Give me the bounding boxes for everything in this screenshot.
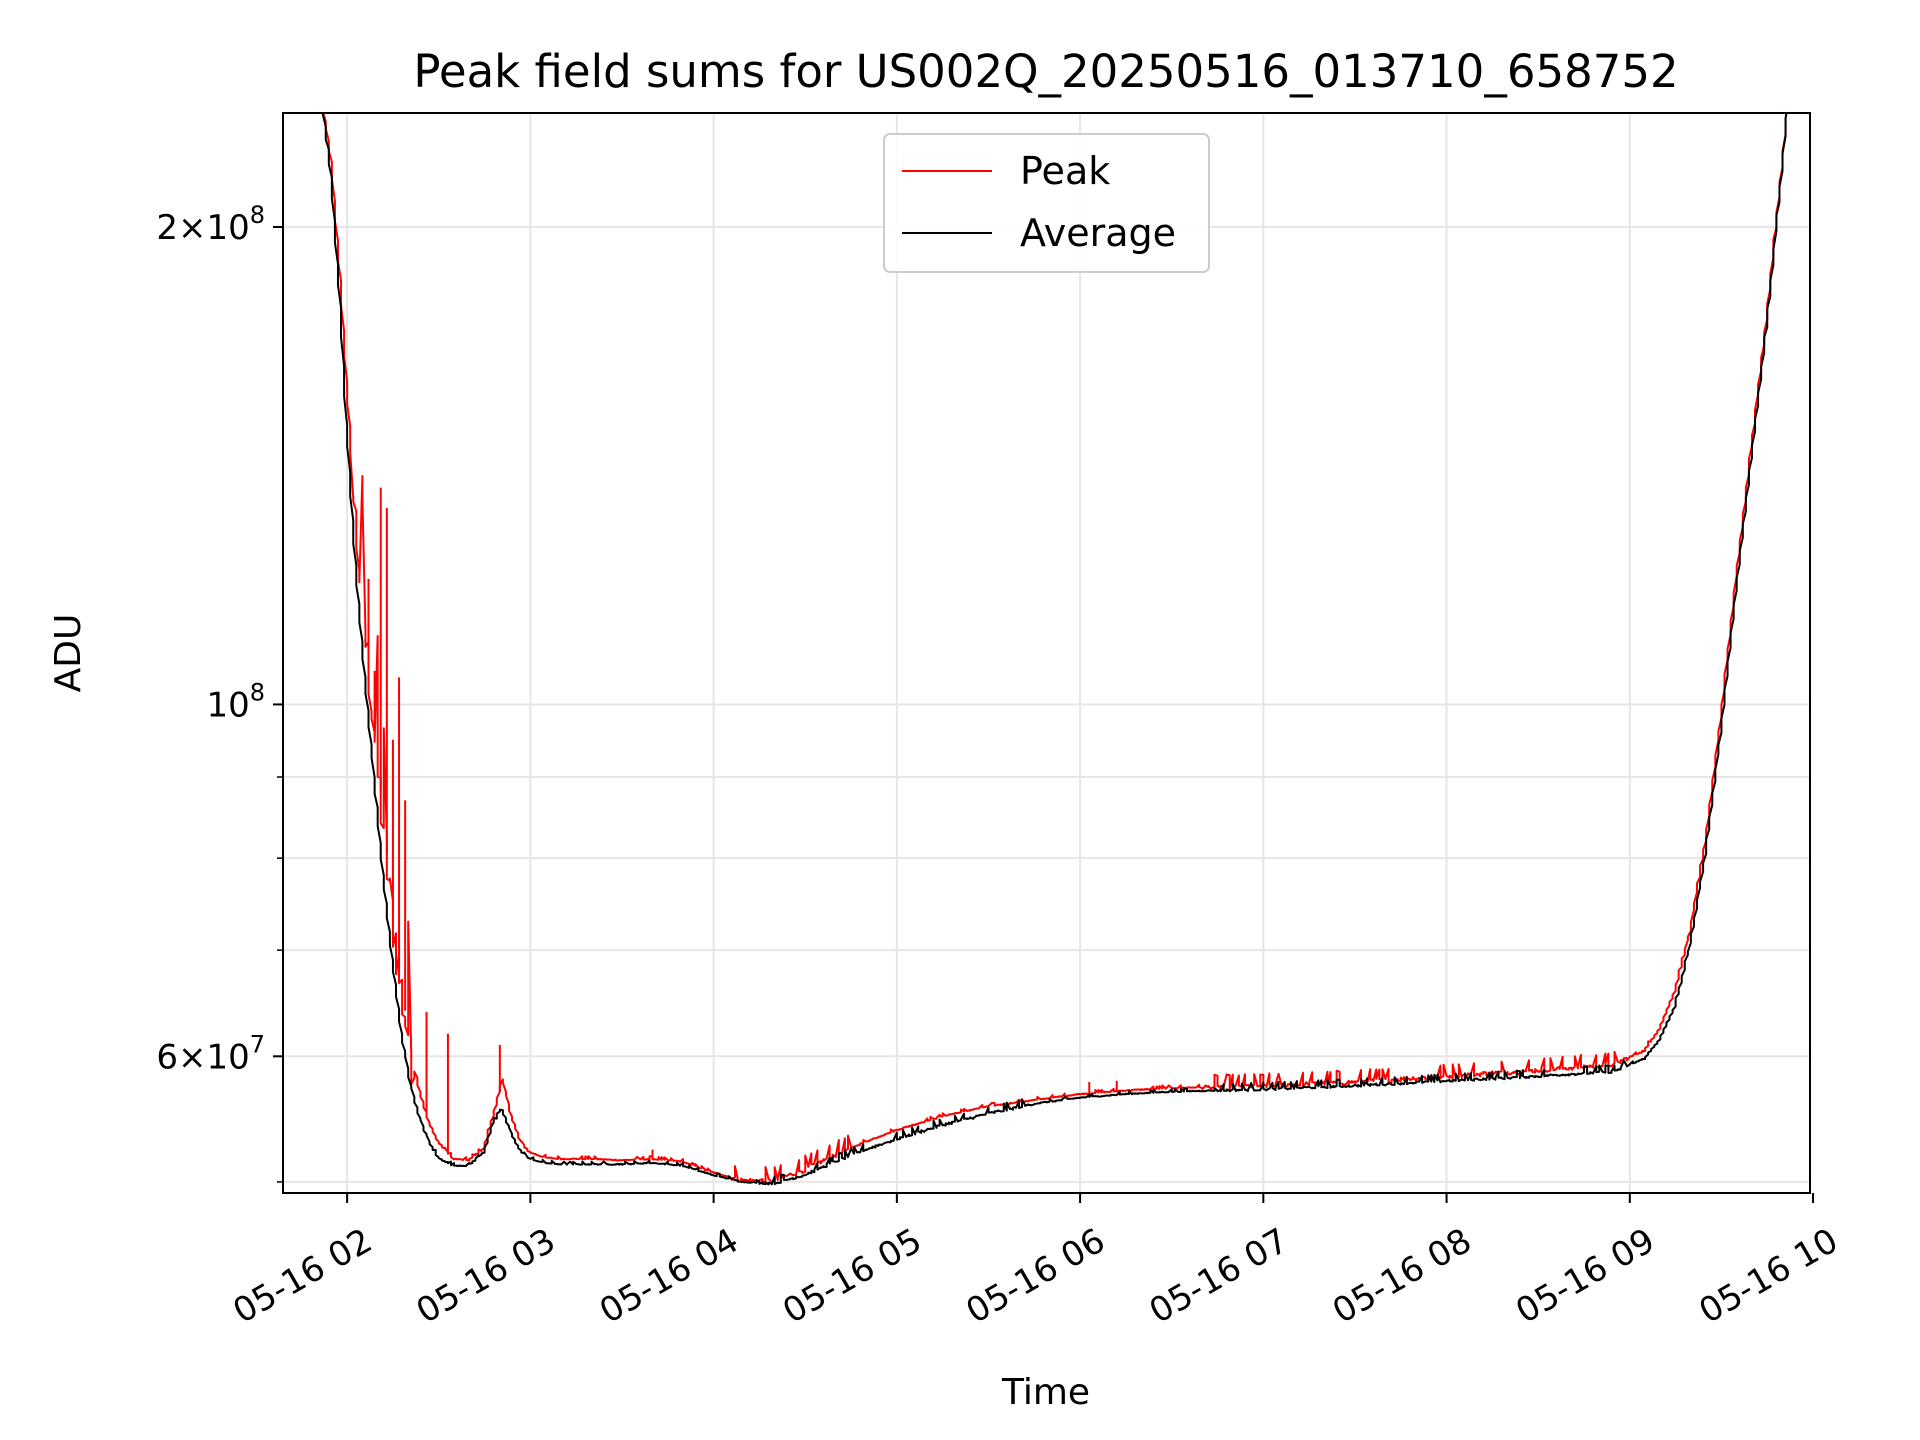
series-layer: [321, 113, 1788, 1186]
y-tick-label: 2×108: [156, 201, 265, 248]
legend: Peak Average: [883, 133, 1210, 273]
series-line-average: [321, 113, 1788, 1186]
series-line-peak: [322, 113, 1788, 1185]
legend-box: [883, 133, 1210, 273]
grid-layer: [283, 113, 1810, 1193]
plot-frame: [282, 112, 1811, 1194]
y-tick-label: 6×107: [156, 1030, 265, 1077]
y-tick-label: 108: [206, 678, 265, 725]
y-axis: 2×108 108 6×107: [156, 201, 283, 1183]
legend-label-peak: Peak: [1020, 149, 1110, 193]
x-axis-label: Time: [1001, 1372, 1090, 1413]
chart-title: Peak field sums for US002Q_20250516_0137…: [413, 45, 1678, 98]
y-axis-label: ADU: [48, 614, 89, 693]
legend-label-average: Average: [1020, 211, 1176, 255]
